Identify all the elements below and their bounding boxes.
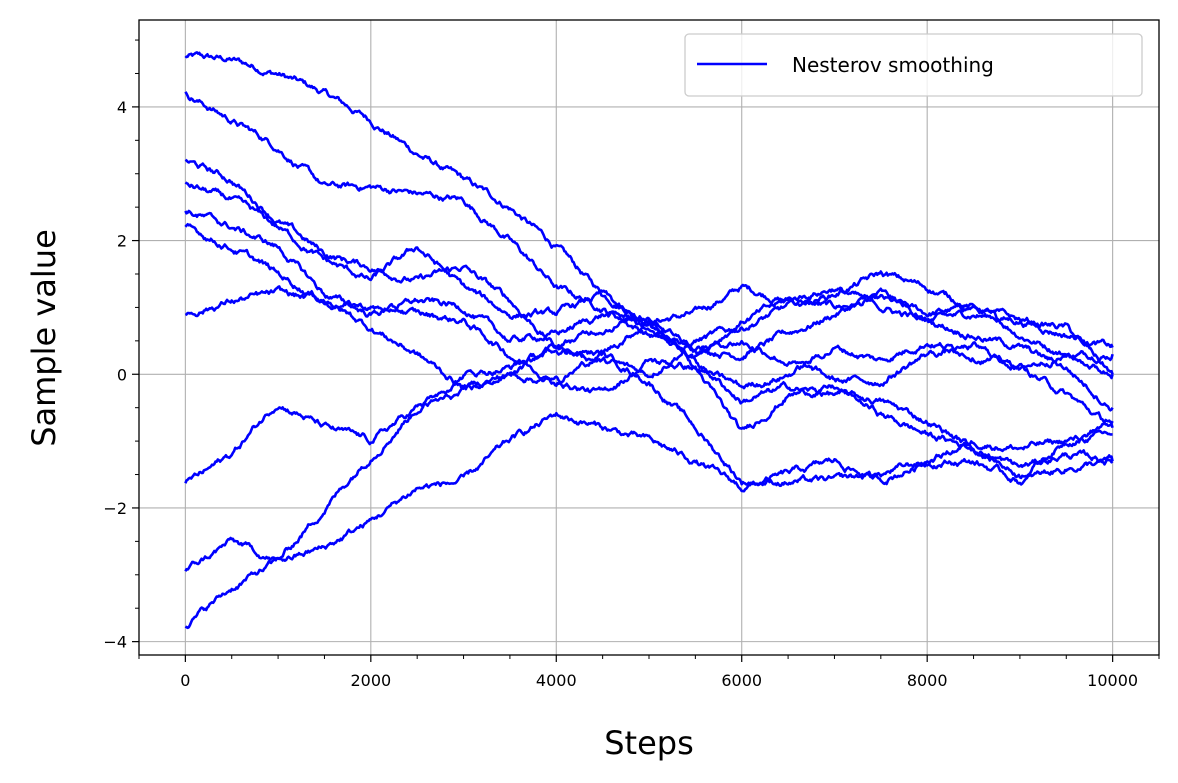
series-line-4 — [184, 181, 1114, 412]
y-axis-label: Sample value — [25, 229, 63, 447]
series-line-7 — [184, 285, 1114, 480]
series-line-2 — [184, 91, 1114, 362]
y-tick-label: −4 — [103, 633, 127, 652]
grid — [139, 20, 1159, 655]
legend: Nesterov smoothing — [684, 33, 1143, 97]
x-tick-label: 4000 — [536, 671, 577, 690]
series-line-3 — [184, 158, 1114, 379]
y-tick-label: 0 — [117, 365, 127, 384]
series-line-8 — [184, 347, 1113, 488]
series-line-6 — [184, 223, 1114, 469]
y-tick-label: 2 — [117, 232, 127, 251]
x-tick-label: 0 — [180, 671, 190, 690]
x-axis-label: Steps — [604, 724, 694, 762]
legend-box — [684, 33, 1143, 97]
series-group — [184, 51, 1114, 630]
x-tick-label: 6000 — [721, 671, 762, 690]
y-tick-label: −2 — [103, 499, 127, 518]
tick-labels: 0 2000 4000 6000 8000 10000 −4 −2 0 2 4 — [103, 98, 1138, 690]
series-line-10 — [184, 411, 1114, 630]
legend-label: Nesterov smoothing — [792, 53, 994, 77]
series-line-9 — [184, 316, 1114, 572]
x-tick-label: 2000 — [350, 671, 391, 690]
y-tick-label: 4 — [117, 98, 127, 117]
x-tick-label: 10000 — [1087, 671, 1138, 690]
x-tick-label: 8000 — [907, 671, 948, 690]
ticks — [132, 39, 1160, 662]
